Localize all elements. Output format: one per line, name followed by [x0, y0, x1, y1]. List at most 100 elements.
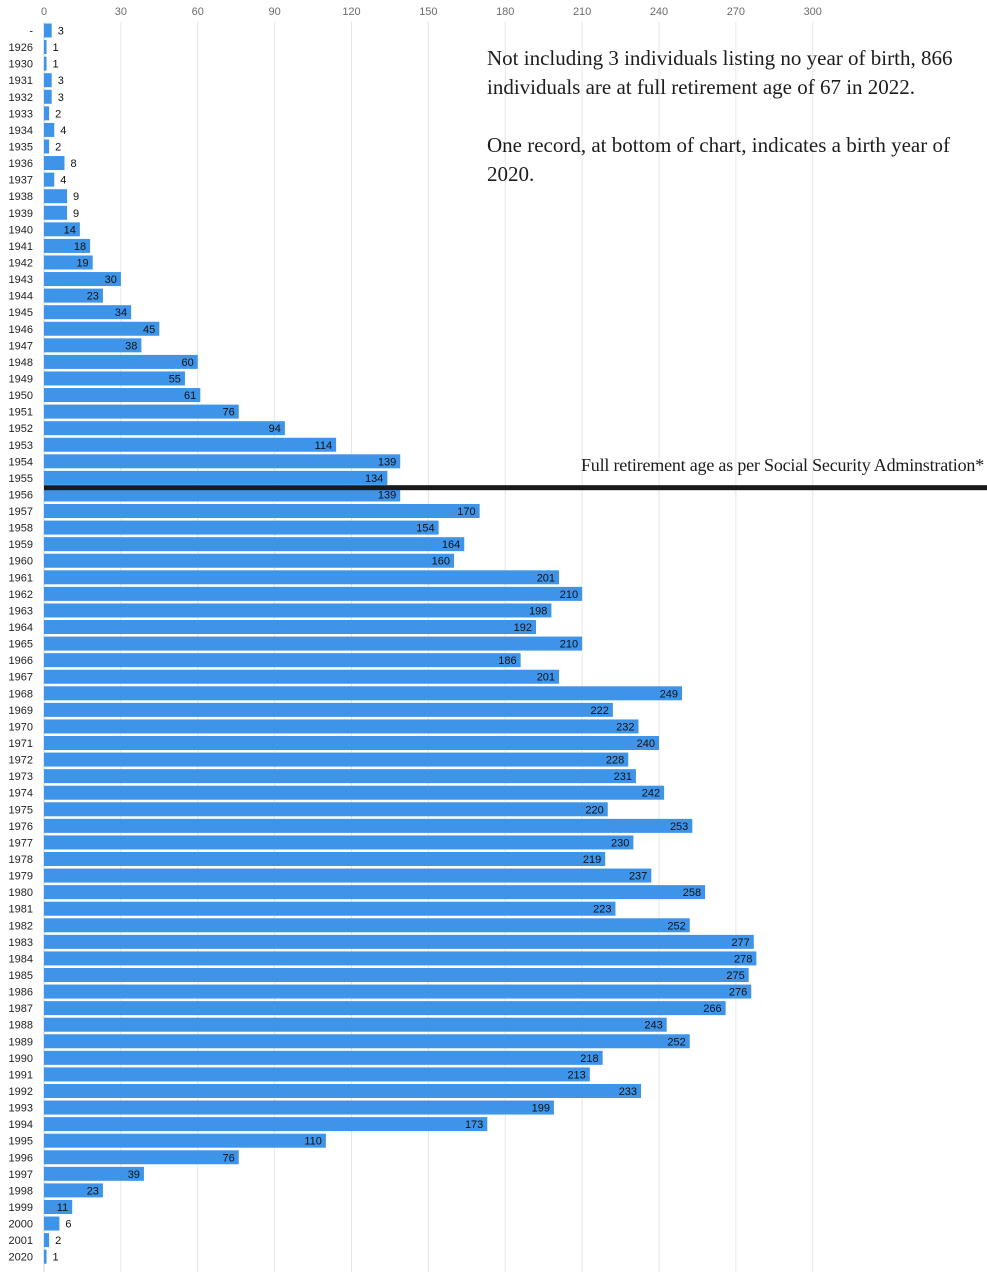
- category-label: 1937: [9, 175, 33, 187]
- category-label: 1983: [9, 937, 33, 949]
- data-label: 232: [616, 721, 634, 733]
- category-label: 1935: [9, 141, 33, 153]
- bar-1988: [44, 1017, 667, 1032]
- bar-1954: [44, 454, 401, 469]
- category-label: 1977: [9, 837, 33, 849]
- bar-1981: [44, 901, 616, 916]
- reference-line: [44, 485, 987, 491]
- bar-1964: [44, 620, 536, 635]
- category-label: 1982: [9, 920, 33, 932]
- bar-1973: [44, 769, 636, 784]
- category-label: 1981: [9, 904, 33, 916]
- bar-1980: [44, 885, 706, 900]
- data-label: 2: [55, 141, 61, 153]
- category-label: 2000: [9, 1219, 33, 1231]
- data-label: 45: [143, 324, 155, 336]
- data-label: 240: [637, 738, 655, 750]
- data-label: 201: [537, 672, 555, 684]
- category-label: 1980: [9, 887, 33, 899]
- y-axis-categories: - 1926 1930 1931 1932 1933 1934 1935 1936 1937 193…: [9, 26, 34, 1264]
- data-label: 60: [182, 357, 194, 369]
- category-label: 1948: [9, 357, 33, 369]
- category-label: 1976: [9, 821, 33, 833]
- bar-1985: [44, 967, 749, 982]
- data-label: 18: [74, 241, 86, 253]
- x-tick-label: 30: [115, 6, 127, 18]
- category-label: 1931: [9, 75, 33, 87]
- data-label: 228: [606, 755, 624, 767]
- category-label: 1979: [9, 871, 33, 883]
- bar-1993: [44, 1100, 554, 1115]
- category-label: 1943: [9, 274, 33, 286]
- category-label: 1944: [9, 291, 33, 303]
- category-label: 1950: [9, 390, 33, 402]
- bar-1961: [44, 570, 560, 585]
- x-tick-label: 180: [496, 6, 514, 18]
- data-label: 218: [580, 1053, 598, 1065]
- bar-1995: [44, 1133, 326, 1148]
- data-label: 222: [591, 705, 609, 717]
- data-label: 186: [498, 655, 516, 667]
- data-label: 61: [184, 390, 196, 402]
- data-label: 198: [529, 605, 547, 617]
- data-labels: 3113324284991418193023344538605561769411…: [53, 26, 753, 1264]
- category-label: 1968: [9, 688, 33, 700]
- bar-2000: [44, 1216, 60, 1231]
- x-tick-label: 90: [269, 6, 281, 18]
- category-label: 1958: [9, 523, 33, 535]
- data-label: 253: [670, 821, 688, 833]
- category-label: 1954: [9, 456, 33, 468]
- category-label: 1993: [9, 1103, 33, 1115]
- bar-1968: [44, 686, 683, 701]
- bar-1986: [44, 984, 752, 999]
- bar-1960: [44, 553, 454, 568]
- bar-1950: [44, 388, 201, 403]
- bar-1930: [44, 56, 47, 71]
- category-label: 1996: [9, 1152, 33, 1164]
- x-tick-label: 270: [727, 6, 745, 18]
- data-label: 9: [73, 208, 79, 220]
- bar-1989: [44, 1034, 690, 1049]
- category-label: 1986: [9, 987, 33, 999]
- bar-1992: [44, 1083, 642, 1098]
- data-label: 213: [567, 1069, 585, 1081]
- data-label: 201: [537, 572, 555, 584]
- bar-1949: [44, 371, 185, 386]
- category-label: 1984: [9, 953, 33, 965]
- bar-1975: [44, 802, 608, 817]
- data-label: 34: [115, 307, 127, 319]
- category-label: 1933: [9, 108, 33, 120]
- annotation-box: Not including 3 individuals listing no y…: [487, 44, 982, 218]
- x-tick-label: 0: [41, 6, 47, 18]
- bar-1935: [44, 139, 50, 154]
- bar-1934: [44, 122, 55, 137]
- data-label: 19: [76, 257, 88, 269]
- category-label: 1964: [9, 622, 33, 634]
- category-label: 1987: [9, 1003, 33, 1015]
- data-label: 6: [65, 1219, 71, 1231]
- category-label: 1963: [9, 605, 33, 617]
- category-label: 1941: [9, 241, 33, 253]
- data-label: 4: [60, 125, 66, 137]
- bar-1946: [44, 321, 160, 336]
- bar-1951: [44, 404, 239, 419]
- data-label: 220: [585, 804, 603, 816]
- category-label: 1962: [9, 589, 33, 601]
- data-label: 266: [703, 1003, 721, 1015]
- category-label: 1978: [9, 854, 33, 866]
- data-label: 252: [667, 1036, 685, 1048]
- data-label: 14: [64, 224, 76, 236]
- data-label: 3: [58, 26, 64, 38]
- bar-1972: [44, 752, 629, 767]
- bar-1979: [44, 868, 652, 883]
- category-label: 1973: [9, 771, 33, 783]
- category-label: 1938: [9, 191, 33, 203]
- category-label: 1926: [9, 42, 33, 54]
- data-label: 76: [223, 1152, 235, 1164]
- bar-1933: [44, 106, 50, 121]
- data-label: 170: [457, 506, 475, 518]
- bar-1987: [44, 1001, 726, 1016]
- category-label: 1985: [9, 970, 33, 982]
- data-label: 38: [125, 340, 137, 352]
- bar-1945: [44, 305, 132, 320]
